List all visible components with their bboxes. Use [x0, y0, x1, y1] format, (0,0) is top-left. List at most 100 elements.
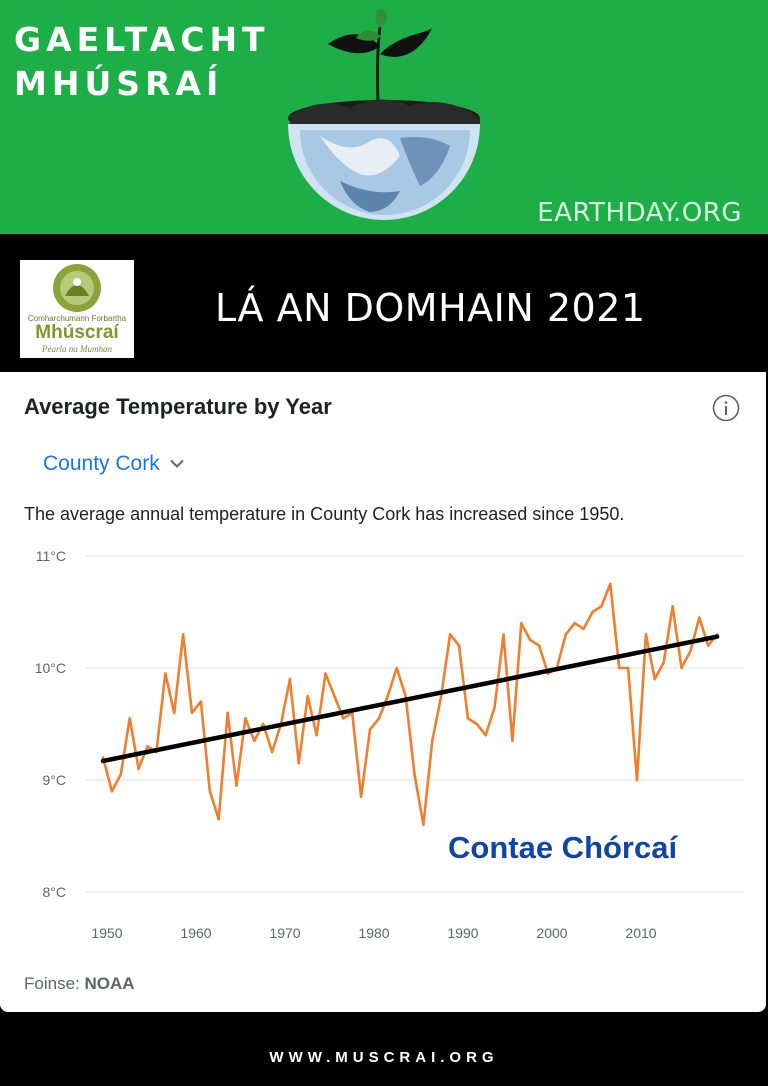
- x-tick-label: 1980: [358, 925, 389, 941]
- data-point: [689, 649, 692, 653]
- data-point: [164, 672, 167, 675]
- data-point: [457, 644, 461, 647]
- data-point: [404, 694, 407, 698]
- data-point: [315, 733, 318, 737]
- info-icon[interactable]: [712, 394, 740, 422]
- data-point: [146, 745, 149, 748]
- data-point: [680, 666, 683, 670]
- event-title: LÁ AN DOMHAIN 2021: [215, 286, 646, 330]
- y-tick-label: 8°C: [43, 884, 67, 900]
- data-point: [422, 823, 425, 827]
- data-point: [475, 722, 479, 726]
- banner: GAELTACHT MHÚSRAÍ EARTHDAY.ORG: [0, 0, 768, 234]
- data-point: [573, 621, 576, 625]
- data-point: [537, 644, 541, 647]
- data-point: [644, 633, 648, 636]
- data-point: [386, 694, 390, 698]
- data-point: [466, 717, 470, 720]
- data-point: [217, 817, 220, 821]
- data-point: [226, 711, 229, 715]
- data-point: [306, 694, 310, 698]
- x-tick-label: 1950: [91, 925, 122, 941]
- data-point: [297, 761, 301, 765]
- data-point: [653, 677, 657, 681]
- data-point: [261, 722, 265, 726]
- series-line-county-cork: [101, 582, 719, 827]
- data-point: [511, 739, 514, 743]
- data-point: [502, 633, 505, 636]
- data-point: [270, 750, 274, 754]
- data-point: [119, 773, 123, 776]
- logo-subtitle: Comharchumann Forbartha: [27, 314, 127, 323]
- muscrai-logo: Comharchumann Forbartha Mhúscraí Péarla …: [20, 260, 134, 358]
- data-point: [617, 666, 621, 670]
- footer: WWW.MUSCRAI.ORG: [0, 1030, 768, 1086]
- data-point: [493, 705, 496, 709]
- data-point: [244, 717, 247, 720]
- data-point: [208, 789, 212, 793]
- data-point: [439, 694, 443, 698]
- data-point: [431, 739, 434, 743]
- overlay-label-contae-chorcai: Contae Chórcaí: [448, 830, 678, 865]
- data-point: [698, 616, 701, 619]
- brand-line-2: MHÚSRAÍ: [14, 64, 224, 103]
- x-tick-label: 1970: [269, 925, 300, 941]
- data-point: [253, 739, 256, 743]
- data-point: [564, 633, 568, 636]
- data-point: [181, 633, 185, 636]
- data-point: [235, 784, 238, 787]
- data-point: [324, 672, 327, 675]
- brand-line-1: GAELTACHT: [14, 20, 270, 59]
- data-point: [591, 610, 594, 614]
- chart-card: Average Temperature by Year County Cork …: [0, 372, 766, 1012]
- data-point: [671, 605, 674, 608]
- logo-tagline: Péarla na Mumhan: [42, 344, 112, 354]
- x-tick-label: 2000: [536, 925, 567, 941]
- location-selector[interactable]: County Cork: [43, 452, 184, 476]
- data-point: [662, 661, 665, 664]
- data-point: [137, 767, 140, 771]
- data-point: [128, 717, 131, 720]
- data-point: [333, 694, 336, 698]
- data-point: [377, 717, 381, 720]
- chart-description: The average annual temperature in County…: [24, 504, 625, 524]
- muscrai-emblem-icon: [53, 264, 101, 312]
- data-point: [288, 677, 292, 681]
- data-point: [484, 733, 488, 737]
- data-point: [600, 605, 603, 608]
- data-point: [413, 773, 416, 776]
- data-point: [448, 633, 452, 636]
- source-name: NOAA: [84, 974, 135, 993]
- data-point: [101, 756, 105, 759]
- earthday-site-mark: EARTHDAY.ORG: [537, 198, 742, 228]
- brand-title: GAELTACHT MHÚSRAÍ: [14, 18, 270, 106]
- location-label: County Cork: [43, 452, 160, 475]
- y-tick-label: 11°C: [36, 548, 66, 564]
- data-point: [199, 700, 203, 703]
- data-point: [635, 778, 639, 782]
- data-point: [520, 621, 523, 625]
- x-tick-label: 1960: [180, 925, 211, 941]
- data-point: [368, 728, 372, 731]
- data-point: [395, 666, 399, 670]
- data-point: [528, 638, 532, 642]
- data-point: [172, 711, 176, 715]
- data-point: [110, 789, 114, 793]
- data-point: [190, 711, 194, 715]
- source-attribution: Foinse: NOAA: [24, 974, 135, 994]
- chevron-down-icon: [170, 459, 184, 468]
- footer-url-link[interactable]: WWW.MUSCRAI.ORG: [269, 1049, 499, 1066]
- data-point: [609, 582, 612, 586]
- logo-name: Mhúscraí: [35, 322, 119, 343]
- temperature-line-chart: 11°C 10°C 9°C 8°C 1950 1960 1970 1980 1990 2000 2…: [35, 548, 743, 941]
- y-tick-label: 10°C: [35, 660, 66, 676]
- data-point: [359, 795, 363, 799]
- title-bar: Comharchumann Forbartha Mhúscraí Péarla …: [0, 234, 768, 372]
- chart-title: Average Temperature by Year: [24, 394, 332, 419]
- source-label: Foinse:: [24, 974, 80, 993]
- trend-line: [100, 634, 720, 764]
- x-tick-label: 1990: [447, 925, 478, 941]
- earth-seedling-illustration: [288, 9, 480, 220]
- x-tick-label: 2010: [625, 925, 656, 941]
- data-point: [626, 666, 630, 670]
